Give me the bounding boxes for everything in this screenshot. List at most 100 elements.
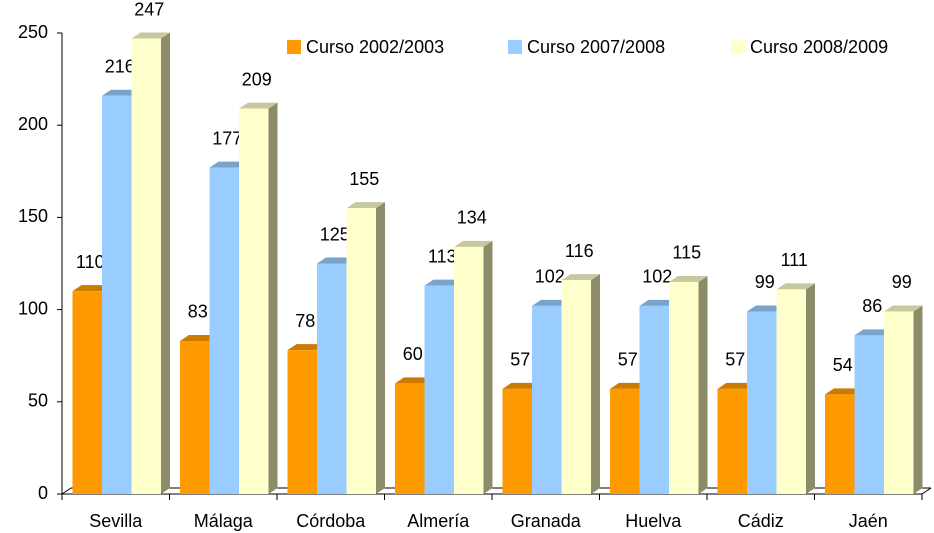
- bar-top: [209, 161, 248, 168]
- bar: [395, 383, 425, 494]
- bar: [454, 246, 484, 494]
- bar-top: [639, 299, 678, 306]
- bar-top: [317, 257, 356, 264]
- data-label: 60: [403, 344, 423, 364]
- data-label: 99: [755, 272, 775, 292]
- data-label: 57: [618, 350, 638, 370]
- x-tick-label: Córdoba: [296, 511, 366, 531]
- bar-top: [884, 305, 923, 312]
- bar-top: [854, 329, 893, 336]
- legend-label: Curso 2002/2003: [306, 37, 444, 57]
- data-label: 113: [428, 246, 457, 266]
- bar-top: [561, 274, 600, 281]
- bar-top: [454, 240, 493, 247]
- bar: [610, 388, 640, 494]
- data-label: 78: [295, 311, 315, 331]
- x-tick-label: Granada: [511, 511, 582, 531]
- bar: [854, 335, 884, 494]
- bar-side: [806, 283, 815, 494]
- bar-side: [376, 202, 385, 494]
- bar: [209, 167, 239, 494]
- bar: [287, 350, 317, 494]
- bar-side: [913, 305, 923, 494]
- bar-top: [776, 283, 815, 290]
- bar: [639, 305, 669, 494]
- y-tick-label: 250: [18, 22, 48, 42]
- data-label: 247: [134, 0, 164, 19]
- data-label: 209: [242, 69, 272, 89]
- bar-top: [532, 299, 571, 306]
- bar: [346, 208, 376, 494]
- data-label: 86: [862, 296, 882, 316]
- bar: [717, 388, 747, 494]
- data-label: 177: [212, 128, 242, 148]
- data-label: 99: [892, 272, 912, 292]
- legend-label: Curso 2007/2008: [527, 37, 665, 57]
- data-label: 102: [535, 267, 565, 287]
- data-label: 116: [565, 241, 594, 261]
- data-label: 216: [105, 56, 135, 76]
- legend-swatch: [508, 40, 522, 54]
- data-label: 54: [833, 355, 853, 375]
- x-tick-label: Jaén: [849, 511, 888, 531]
- bar: [502, 388, 532, 494]
- bar-top: [346, 202, 385, 209]
- data-label: 102: [642, 267, 672, 287]
- legend-swatch: [287, 40, 301, 54]
- bar-top: [287, 344, 326, 351]
- bar-top: [424, 279, 463, 286]
- bar: [561, 280, 591, 494]
- legend-swatch: [731, 40, 745, 54]
- bar-top: [610, 382, 649, 389]
- x-tick-label: Málaga: [194, 511, 254, 531]
- bar-side: [698, 275, 708, 494]
- bar-top: [825, 388, 864, 395]
- bar-top: [72, 285, 111, 292]
- bar-top: [669, 275, 708, 282]
- data-label: 57: [725, 350, 745, 370]
- bar-side: [483, 240, 493, 494]
- bar: [239, 108, 269, 494]
- data-label: 111: [781, 250, 808, 270]
- data-label: 125: [320, 224, 350, 244]
- bar-top: [717, 382, 756, 389]
- x-tick-label: Almería: [407, 511, 470, 531]
- bar: [825, 394, 855, 494]
- data-label: 115: [672, 243, 701, 263]
- bar-top: [102, 89, 141, 96]
- bar-top: [502, 382, 541, 389]
- bar-top: [239, 102, 278, 109]
- bar-side: [268, 102, 278, 494]
- floor-line: [61, 487, 72, 495]
- bar-top: [131, 32, 170, 39]
- bar-top: [395, 377, 434, 384]
- bar: [669, 281, 699, 494]
- bar: [776, 289, 806, 494]
- bar-side: [161, 32, 170, 494]
- y-tick-label: 100: [18, 298, 48, 318]
- y-tick-label: 0: [38, 483, 48, 503]
- x-tick-label: Sevilla: [89, 511, 143, 531]
- bar: [424, 285, 454, 494]
- bar-top: [747, 305, 786, 312]
- y-tick-label: 50: [28, 391, 48, 411]
- bar-side: [591, 274, 600, 494]
- bar: [72, 291, 102, 494]
- bar-top: [180, 334, 219, 341]
- bar: [747, 311, 777, 494]
- y-tick-label: 200: [18, 114, 48, 134]
- data-label: 83: [188, 302, 208, 322]
- bar: [884, 311, 914, 494]
- floor-edge: [921, 487, 932, 495]
- x-tick-label: Cádiz: [738, 511, 784, 531]
- legend-label: Curso 2008/2009: [750, 37, 888, 57]
- data-label: 134: [457, 208, 487, 228]
- data-label: 57: [510, 350, 530, 370]
- y-tick-label: 150: [18, 206, 48, 226]
- bar: [532, 305, 562, 494]
- x-tick-label: Huelva: [625, 511, 682, 531]
- data-label: 110: [76, 252, 105, 272]
- bar: [131, 38, 161, 494]
- bar: [102, 95, 132, 495]
